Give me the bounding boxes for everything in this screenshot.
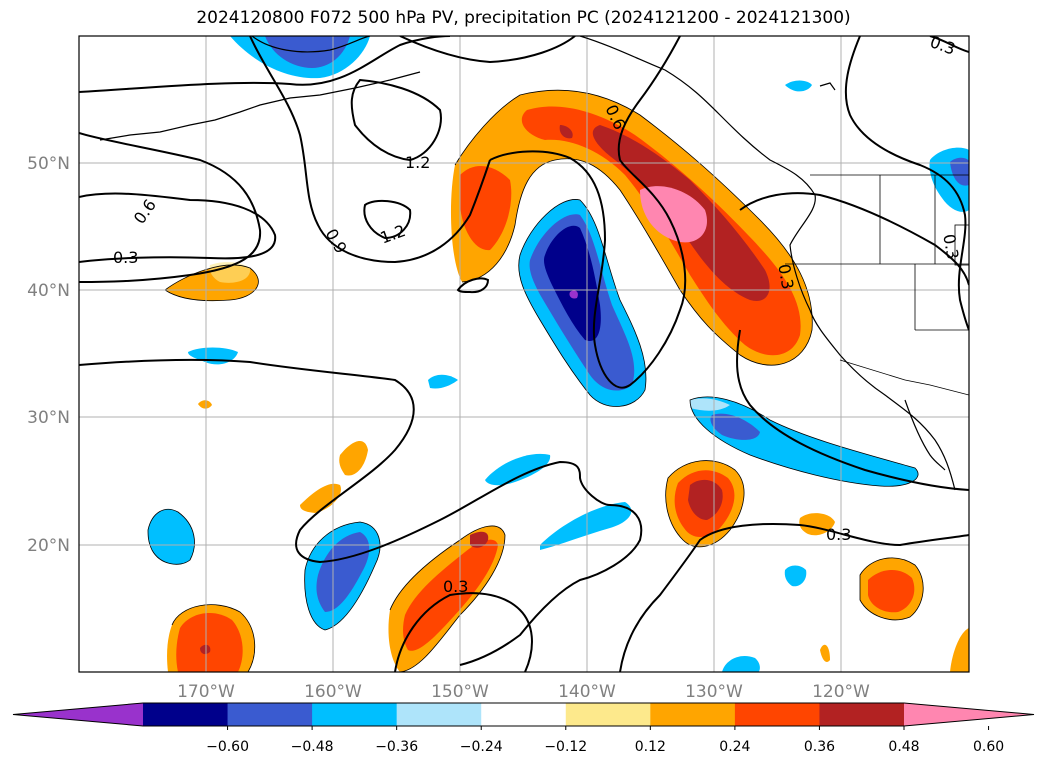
coastlines xyxy=(99,36,956,491)
colorbar-swatch xyxy=(13,703,143,726)
pv-contours xyxy=(79,36,969,672)
colorbar-tick-label: 0.60 xyxy=(973,739,1004,755)
colorbar-tick-label: −0.36 xyxy=(375,739,418,755)
lat-label: 20°N xyxy=(27,536,70,556)
colorbar-tick-label: −0.60 xyxy=(206,739,249,755)
colorbar-swatch xyxy=(143,703,229,726)
contour-label: 0.3 xyxy=(939,233,962,261)
colorbar-swatch xyxy=(819,703,905,726)
contour-label: 0.3 xyxy=(113,248,138,267)
colorbar-swatch xyxy=(481,703,567,726)
precip-anomaly-fill xyxy=(148,36,969,672)
colorbar-swatch xyxy=(565,703,651,726)
contour-label: 0.3 xyxy=(826,525,851,544)
colorbar-tick-label: 0.48 xyxy=(888,739,919,755)
contour-label: 0.3 xyxy=(774,263,797,291)
map-gridlines xyxy=(79,36,969,672)
lat-label: 30°N xyxy=(27,408,70,428)
colorbar-tick-label: −0.24 xyxy=(460,739,503,755)
lon-label: 160°W xyxy=(304,682,362,702)
colorbar-tick-label: −0.48 xyxy=(291,739,334,755)
colorbar-tick-label: 0.12 xyxy=(635,739,666,755)
state-borders xyxy=(785,174,969,396)
map-title: 2024120800 F072 500 hPa PV, precipitatio… xyxy=(196,8,851,28)
colorbar-swatch xyxy=(312,703,398,726)
colorbar-swatch xyxy=(904,703,1034,726)
colorbar: −0.60 −0.48 −0.36 −0.24 −0.12 0.12 0.24 0.36 0.4… xyxy=(12,702,1035,755)
colorbar-outline xyxy=(12,702,1035,727)
map-plot-area xyxy=(79,36,969,672)
colorbar-swatch xyxy=(396,703,482,726)
colorbar-tick-label: 0.36 xyxy=(804,739,835,755)
lat-label: 40°N xyxy=(27,281,70,301)
contour-label: 0.3 xyxy=(443,577,468,596)
lat-label: 50°N xyxy=(27,154,70,174)
lon-label: 150°W xyxy=(431,682,489,702)
lon-label: 170°W xyxy=(177,682,235,702)
longitude-labels: 170°W 160°W 150°W 140°W 130°W 120°W xyxy=(177,682,870,702)
map-frame xyxy=(78,35,970,673)
lon-label: 130°W xyxy=(685,682,743,702)
colorbar-tick-label: 0.24 xyxy=(719,739,750,755)
colorbar-swatch xyxy=(650,703,736,726)
lon-label: 140°W xyxy=(558,682,616,702)
colorbar-swatch xyxy=(734,703,820,726)
latitude-labels: 50°N 40°N 30°N 20°N xyxy=(27,154,70,556)
precip-outlines xyxy=(147,89,924,672)
lon-label: 120°W xyxy=(812,682,870,702)
colorbar-swatch xyxy=(227,703,313,726)
contour-label: 1.2 xyxy=(405,153,430,172)
colorbar-tick-label: −0.12 xyxy=(544,739,587,755)
